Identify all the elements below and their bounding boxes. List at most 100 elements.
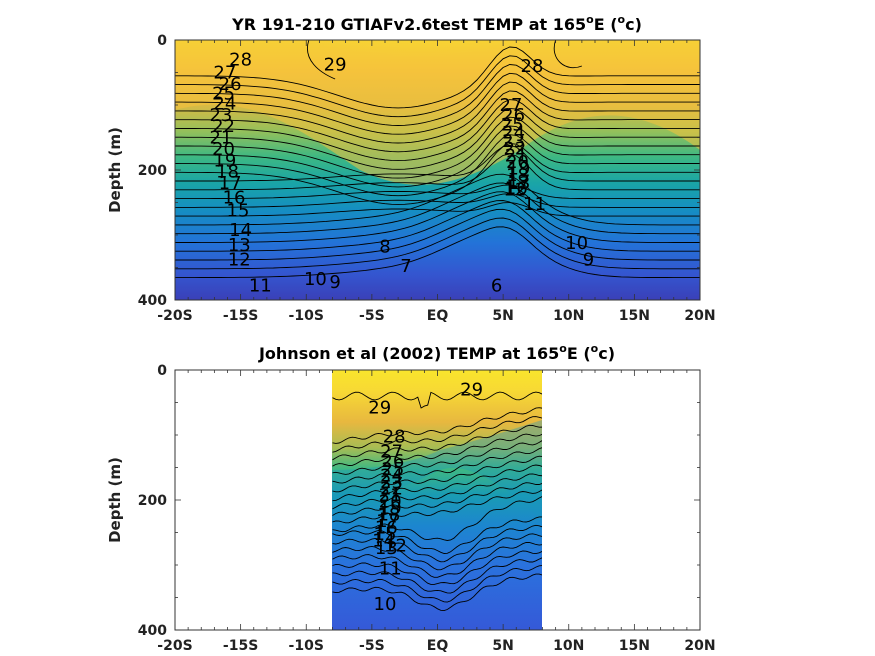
warm-pool-top — [240, 40, 600, 125]
contour-label: 11 — [523, 194, 546, 215]
contour-label: 25 — [501, 115, 524, 136]
contour-label: 11 — [379, 558, 402, 579]
contour-label: 10 — [565, 233, 588, 254]
isotherm-line — [332, 496, 542, 541]
contour-label: 24 — [502, 122, 525, 143]
isotherm-line — [175, 191, 700, 243]
contour-label: 27 — [380, 441, 403, 462]
isotherm-line — [332, 455, 542, 493]
contour-label: 22 — [503, 139, 526, 160]
contour-label: 18 — [506, 165, 529, 186]
cold-core-top — [370, 205, 630, 300]
contour-label: 12 — [503, 180, 526, 201]
isotherm-line — [307, 40, 336, 80]
x-tick-label: 10N — [553, 308, 584, 324]
isotherm-line — [175, 125, 700, 188]
isotherm-line — [332, 464, 542, 502]
x-axis-bottom: -20S -15S -10S -5S EQ 5N 10N 15N 20N — [157, 370, 716, 654]
contour-label: 23 — [209, 105, 232, 126]
contour-label: 28 — [229, 50, 252, 71]
y-axis-label-top: Depth (m) — [106, 127, 124, 213]
contour-label: 24 — [213, 94, 236, 115]
y-tick-label: 200 — [138, 163, 167, 179]
contour-label: 14 — [229, 220, 252, 241]
isotherm-line — [175, 72, 700, 135]
contour-label: 22 — [380, 478, 403, 499]
isotherm-line — [175, 99, 700, 162]
contour-label: 13 — [228, 235, 251, 256]
contour-label: 17 — [507, 172, 530, 193]
contour-label: 29 — [324, 55, 347, 76]
plot-area-top — [175, 40, 700, 300]
contour-label: 12 — [228, 250, 251, 271]
y-axis-bottom: 0 200 400 — [138, 363, 700, 639]
contour-label: 17 — [219, 173, 242, 194]
contour-label: 16 — [375, 517, 398, 538]
contour-label: 26 — [502, 105, 525, 126]
contour-label: 13 — [375, 538, 398, 559]
isotherm-line — [175, 81, 700, 144]
isotherm-line — [175, 64, 700, 126]
isotherm-line — [175, 200, 700, 252]
contour-label: 12 — [384, 536, 407, 557]
isotherm-line — [175, 153, 700, 191]
isotherm-line — [175, 90, 700, 153]
y-axis-label-bottom: Depth (m) — [106, 457, 124, 543]
contour-label: 19 — [507, 159, 530, 180]
isotherm-line — [332, 489, 542, 524]
isotherm-line — [175, 46, 700, 109]
x-tick-label: -10S — [289, 308, 324, 324]
contour-label: 24 — [380, 465, 403, 486]
panel-bottom: Johnson et al (2002) TEMP at 165oE (oc) … — [106, 342, 716, 654]
contour-label: 29 — [368, 398, 391, 419]
contour-label: 10 — [374, 594, 397, 615]
isotherm-line — [332, 440, 542, 475]
contour-label: 21 — [505, 146, 528, 167]
x-tick-label: EQ — [427, 308, 449, 324]
isotherm-line — [175, 193, 700, 208]
isotherm-line — [175, 107, 700, 170]
contour-label: 26 — [219, 74, 242, 95]
isotherm-line — [175, 173, 700, 226]
contour-label: 20 — [212, 139, 235, 160]
contour-lines-top — [175, 40, 700, 279]
isotherm-line — [553, 40, 583, 68]
isotherm-line — [175, 55, 700, 118]
contour-label: 6 — [491, 276, 502, 297]
contour-labels-bottom: 29 29 282726252423222120191817161514131211… — [368, 380, 483, 616]
contour-label: 8 — [379, 237, 390, 258]
contour-label: 14 — [372, 530, 395, 551]
x-tick-label: -10S — [289, 638, 324, 654]
y-tick-label: 400 — [138, 623, 167, 639]
x-tick-label: -20S — [157, 638, 192, 654]
contour-label: 7 — [400, 256, 411, 277]
x-tick-label: -5S — [359, 308, 385, 324]
contour-label: 21 — [209, 128, 232, 149]
isotherm-line — [175, 226, 700, 279]
plot-area-bottom — [332, 370, 542, 630]
isotherm-line — [332, 391, 542, 409]
thermocline-shade-bottom — [332, 420, 542, 520]
contour-label: 20 — [506, 152, 529, 173]
contour-label: 13 — [507, 173, 530, 194]
contour-label: 27 — [213, 63, 236, 84]
contour-label: 10 — [304, 269, 327, 290]
isotherm-line — [332, 565, 542, 603]
contour-label: 18 — [377, 504, 400, 525]
contour-label: 26 — [381, 451, 404, 472]
x-tick-label: 15N — [619, 638, 650, 654]
isotherm-line — [332, 516, 542, 554]
isotherm-line — [175, 202, 700, 217]
contour-label: 19 — [379, 498, 402, 519]
panel-top: YR 191-210 GTIAFv2.6test TEMP at 165oE (… — [106, 13, 716, 324]
y-axis-top: 0 200 400 — [138, 33, 700, 309]
contour-label: 9 — [583, 250, 594, 271]
isotherm-line — [332, 542, 542, 578]
x-tick-label: 5N — [492, 638, 513, 654]
contour-label: 16 — [223, 187, 246, 208]
chart-title-top: YR 191-210 GTIAFv2.6test TEMP at 165oE (… — [231, 13, 642, 34]
isotherm-line — [332, 424, 542, 461]
x-tick-label: 5N — [492, 308, 513, 324]
isotherm-line — [332, 524, 542, 563]
contour-label: 15 — [374, 524, 397, 545]
